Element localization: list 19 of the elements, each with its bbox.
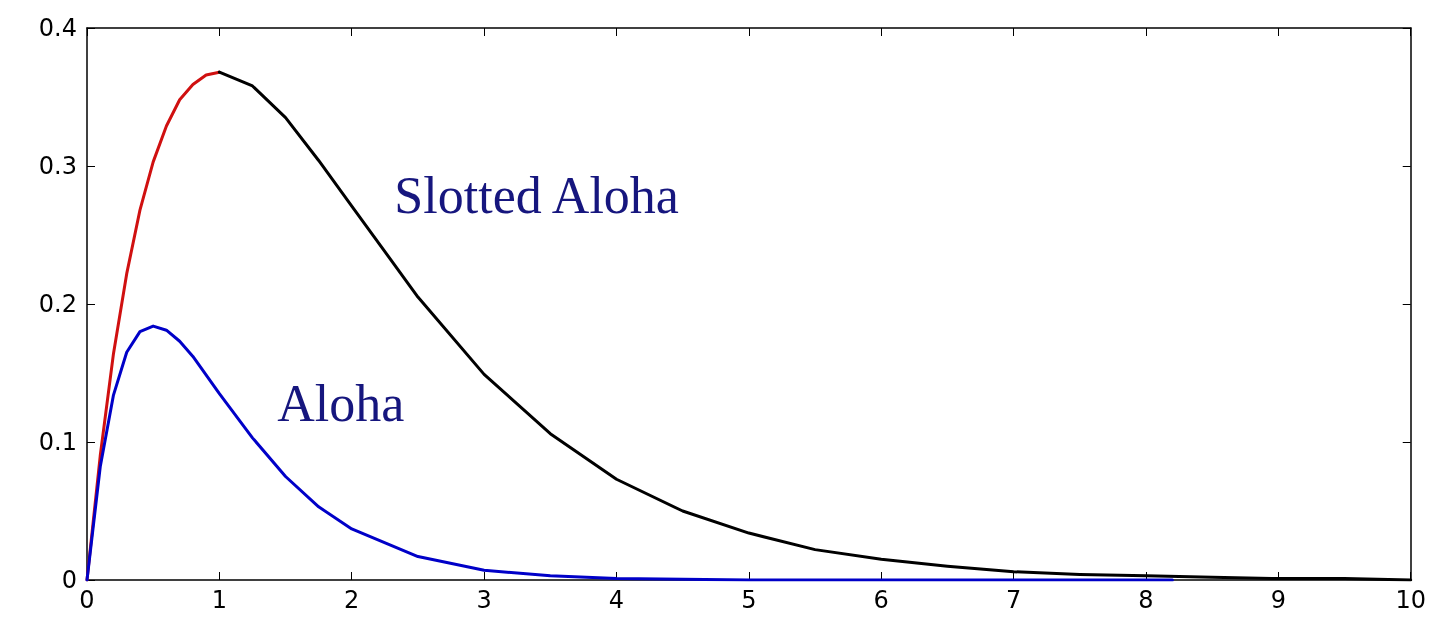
y-tick-label: 0.1 — [38, 428, 77, 456]
y-tick-label: 0 — [61, 566, 77, 594]
x-tick-label: 0 — [79, 586, 95, 614]
x-tick-label: 4 — [608, 586, 625, 614]
x-tick-label: 9 — [1270, 586, 1286, 614]
y-tick-label: 0.2 — [38, 290, 77, 318]
y-tick-label: 0.4 — [38, 14, 77, 42]
y-tick-label: 0.3 — [38, 152, 77, 180]
x-tick-label: 10 — [1395, 586, 1426, 614]
x-tick-label: 6 — [873, 586, 889, 614]
x-tick-label: 3 — [476, 586, 492, 614]
series-label: Aloha — [277, 374, 405, 432]
x-tick-label: 2 — [344, 586, 360, 614]
series-label: Slotted Aloha — [394, 166, 679, 224]
x-tick-label: 1 — [211, 586, 228, 614]
x-tick-label: 5 — [741, 586, 757, 614]
line-series — [85, 324, 1174, 582]
x-tick-label: 7 — [1005, 586, 1022, 614]
x-tick-label: 8 — [1138, 586, 1154, 614]
